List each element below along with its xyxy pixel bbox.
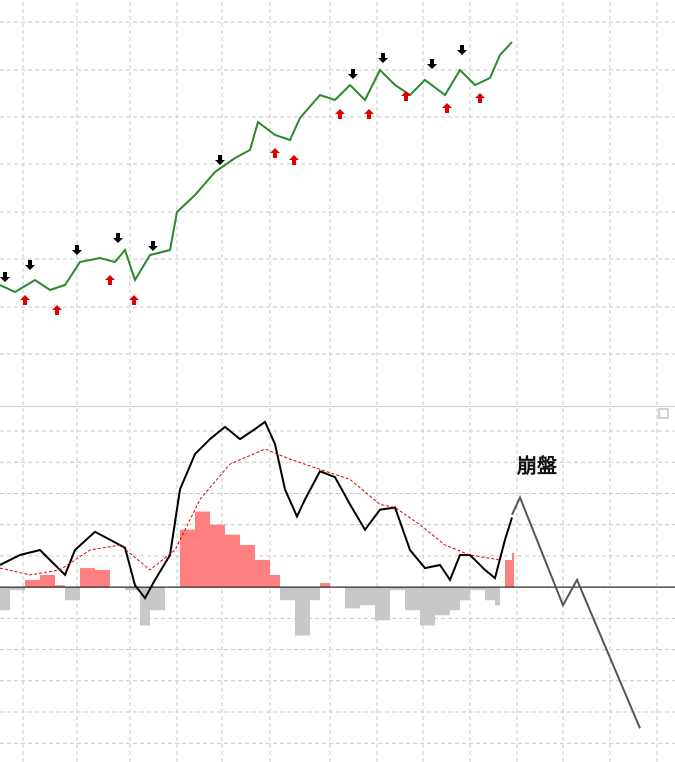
histogram-bar [225,534,240,588]
signal-arrow [335,109,345,119]
series-line [0,41,513,294]
signal-arrow [348,69,358,79]
histogram-bar [180,529,195,588]
histogram-bar [390,587,405,591]
signal-arrow [215,155,225,165]
histogram-bar [10,587,25,591]
annotation: 崩盤 [517,453,558,477]
series-line [0,448,501,576]
signal-arrow [25,260,35,270]
signal-arrow [475,93,485,103]
signal-arrow [52,305,62,315]
signal-arrow [148,241,158,251]
histogram-bar [435,587,450,616]
histogram-bar [80,568,95,588]
histogram-bar [255,559,270,588]
histogram-bar [495,587,500,606]
signal-arrow [113,233,123,243]
histogram-bar [310,587,320,601]
histogram-bar [505,559,512,588]
histogram-bar [295,587,310,636]
histogram-bar [405,587,420,611]
histogram-bar [150,587,165,611]
histogram-bar [270,574,280,588]
histogram-bar [280,587,295,601]
series-line [511,494,641,729]
histogram-bar [512,552,514,588]
histogram-bar [240,544,255,588]
signal-arrow [457,45,467,55]
histogram-bar [360,587,375,606]
histogram-bar [195,511,210,588]
histogram-bar [65,587,80,601]
signal-arrow [129,295,139,305]
histogram-bar [485,587,495,601]
histogram-bar [140,587,150,626]
signal-arrow [289,155,299,165]
histogram-bar [40,574,55,588]
signal-arrow [401,91,411,101]
histogram-bar [25,579,40,588]
signal-arrow [378,53,388,63]
signal-arrow [105,275,115,285]
histogram-bar [320,583,330,588]
histogram-bar [345,587,360,609]
signal-arrow [427,59,437,69]
histogram-bar [125,587,140,591]
signal-arrow [20,295,30,305]
signal-arrow [364,109,374,119]
series-line [0,420,513,600]
histogram-bar [0,587,10,611]
panel-icon [658,408,669,419]
histogram-bar [375,587,390,621]
histogram-bar [210,524,225,588]
histogram-bar [460,587,470,601]
histogram-bar [95,569,110,588]
histogram-bar [420,587,435,626]
histogram-bar [55,585,65,588]
histogram-bar [450,587,460,611]
signal-arrow [72,245,82,255]
histogram-bar [470,587,485,591]
signal-arrow [442,103,452,113]
signal-arrow [270,148,280,158]
signal-arrow [0,272,10,282]
